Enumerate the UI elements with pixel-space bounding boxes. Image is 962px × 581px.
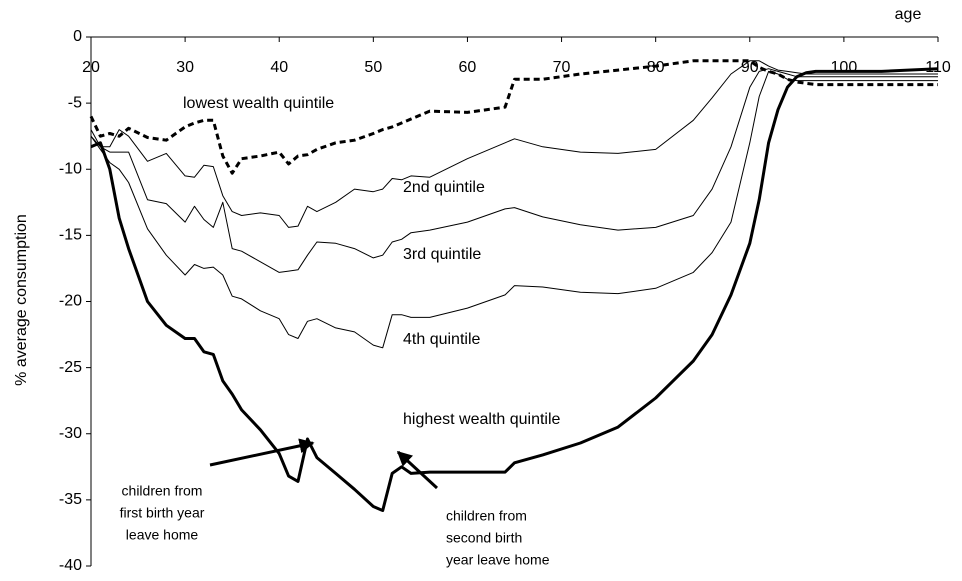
annotation: leave home bbox=[126, 527, 199, 543]
series-line bbox=[90, 60, 938, 228]
y-tick-label: -40 bbox=[59, 557, 82, 574]
series-line bbox=[90, 67, 939, 512]
series-label: 4th quintile bbox=[403, 331, 480, 348]
x-tick-label: 50 bbox=[364, 59, 382, 76]
y-tick-label: -25 bbox=[59, 359, 82, 376]
y-tick-label: -35 bbox=[59, 491, 82, 508]
series-line bbox=[90, 70, 938, 349]
series-label: 2nd quintile bbox=[403, 179, 485, 196]
annotation: first birth year bbox=[120, 505, 205, 521]
series-line bbox=[89, 59, 938, 175]
annotation: children from bbox=[446, 508, 527, 524]
annotation-arrow bbox=[396, 450, 439, 490]
y-tick-label: -30 bbox=[59, 425, 82, 442]
annotation: second birth bbox=[446, 530, 522, 546]
x-tick-label: 30 bbox=[176, 59, 194, 76]
x-axis-label: age bbox=[895, 6, 922, 23]
series-line bbox=[90, 68, 938, 273]
y-tick-label: -15 bbox=[59, 227, 82, 244]
y-tick-label: -10 bbox=[59, 160, 82, 177]
series-label: lowest wealth quintile bbox=[183, 95, 334, 112]
series-label: 3rd quintile bbox=[403, 246, 481, 263]
x-tick-label: 70 bbox=[553, 59, 571, 76]
y-tick-label: -20 bbox=[59, 293, 82, 310]
x-tick-label: 80 bbox=[647, 59, 665, 76]
annotation: year leave home bbox=[446, 552, 550, 568]
y-tick-label: 0 bbox=[73, 28, 82, 45]
annotation-arrow bbox=[209, 438, 315, 467]
y-tick-label: -5 bbox=[68, 94, 82, 111]
annotation: children from bbox=[122, 483, 203, 499]
x-tick-label: 40 bbox=[270, 59, 288, 76]
y-axis-label: % average consumption bbox=[13, 214, 30, 386]
x-tick-label: 60 bbox=[459, 59, 477, 76]
x-tick-label: 20 bbox=[82, 59, 100, 76]
x-tick-label: 110 bbox=[925, 59, 951, 76]
series-label: highest wealth quintile bbox=[403, 411, 561, 428]
